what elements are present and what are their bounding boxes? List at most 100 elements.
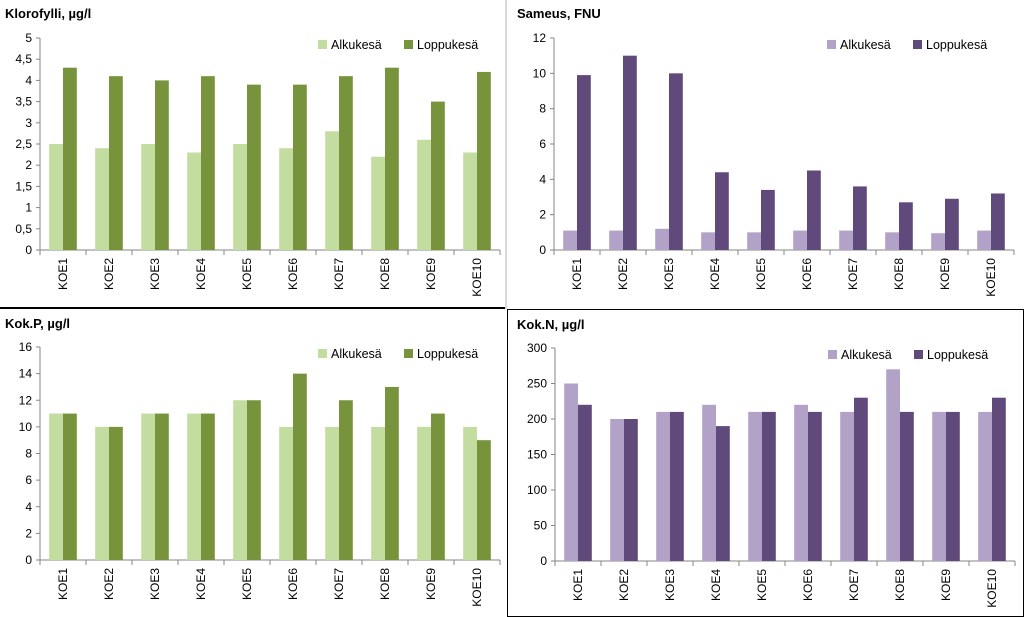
- chart-panel-klorofylli: Klorofylli, µg/l 0 0,5 1 1,5 2 2,5 3 3,5 4 4,5 5 KOE…: [0, 0, 506, 307]
- x-tick-label: KOE2: [102, 258, 116, 290]
- bar-loppukesa-koe8: [899, 202, 913, 250]
- bar-loppukesa-koe2: [109, 426, 123, 561]
- y-tick-label: 12: [19, 393, 33, 407]
- y-tick-label: 5: [25, 31, 32, 45]
- bar-loppukesa-koe1: [578, 404, 592, 561]
- y-tick-label: 8: [25, 447, 32, 461]
- y-tick-label: 150: [527, 448, 547, 462]
- bar-loppukesa-koe9: [431, 101, 445, 250]
- x-tick-label: KOE4: [194, 568, 208, 600]
- bar-loppukesa-koe9: [431, 413, 445, 560]
- bar-alkukesa-koe9: [932, 411, 946, 561]
- bar-alkukesa-koe6: [279, 426, 293, 561]
- y-tick-label: 10: [19, 420, 33, 434]
- legend-label-loppukesa: Loppukesä: [417, 38, 478, 52]
- klorofylli-chart: Klorofylli, µg/l 0 0,5 1 1,5 2 2,5 3 3,5 4 4,5 5 KOE…: [5, 6, 501, 297]
- x-tick-label: KOE1: [571, 569, 585, 601]
- chart-title: Klorofylli, µg/l: [5, 6, 91, 21]
- x-tick-label: KOE6: [286, 568, 300, 600]
- y-tick-label: 2: [539, 208, 546, 222]
- bar-alkukesa-koe1: [49, 413, 63, 560]
- bar-loppukesa-koe4: [716, 426, 730, 561]
- x-tick-label: KOE5: [240, 258, 254, 290]
- bar-alkukesa-koe6: [793, 230, 807, 250]
- x-tick-label: KOE4: [194, 258, 208, 290]
- bar-loppukesa-koe3: [669, 73, 683, 250]
- x-tick-label: KOE3: [148, 568, 162, 600]
- bar-alkukesa-koe7: [840, 411, 854, 561]
- y-tick-label: 3,5: [15, 95, 32, 109]
- bar-loppukesa-koe6: [293, 373, 307, 561]
- x-tick-label: KOE4: [708, 258, 722, 290]
- y-tick-label: 4: [25, 73, 32, 87]
- bar-alkukesa-koe10: [978, 411, 992, 561]
- x-tick-label: KOE9: [938, 258, 952, 290]
- bar-loppukesa-koe7: [339, 400, 353, 560]
- bar-loppukesa-koe6: [807, 170, 821, 250]
- bar-loppukesa-koe4: [715, 172, 729, 250]
- bar-alkukesa-koe7: [325, 426, 339, 561]
- bar-alkukesa-koe7: [325, 131, 339, 250]
- legend-swatch-alkukesa: [318, 349, 327, 358]
- x-tick-label: KOE2: [617, 569, 631, 601]
- x-tick-label: KOE6: [286, 258, 300, 290]
- legend-swatch-loppukesa: [404, 40, 413, 49]
- y-tick-label: 2: [25, 158, 32, 172]
- kok-p-chart: Kok.P, µg/l 0 2 4 6 8 10 12 14 16 KOE1 KOE2 KOE3 KOE4…: [5, 316, 501, 607]
- bar-alkukesa-koe4: [187, 413, 201, 560]
- chart-title: Sameus, FNU: [517, 6, 601, 21]
- bar-loppukesa-koe9: [946, 411, 960, 561]
- bar-loppukesa-koe8: [900, 411, 914, 561]
- chart-panel-kok-n: Kok.N, µg/l 0 50 100 150 200 250 300 KOE1 KOE2 KOE…: [507, 309, 1024, 617]
- x-tick-label: KOE9: [939, 569, 953, 601]
- bar-loppukesa-koe1: [63, 413, 77, 560]
- y-tick-label: 10: [533, 66, 547, 80]
- bar-loppukesa-koe8: [385, 386, 399, 560]
- y-tick-label: 250: [527, 377, 547, 391]
- y-tick-label: 200: [527, 412, 547, 426]
- bar-loppukesa-koe3: [155, 80, 169, 251]
- bar-loppukesa-koe2: [109, 76, 123, 250]
- bar-alkukesa-koe1: [49, 144, 63, 250]
- bar-alkukesa-koe4: [701, 232, 715, 250]
- x-tick-label: KOE3: [148, 258, 162, 290]
- bar-alkukesa-koe9: [931, 233, 945, 250]
- bar-loppukesa-koe10: [477, 440, 491, 560]
- sameus-chart: Sameus, FNU 0 2 4 6 8 10 12 KOE1 KOE2 KOE3 KOE4 KOE5…: [517, 6, 1015, 297]
- bar-alkukesa-koe5: [233, 144, 247, 250]
- x-tick-label: KOE1: [570, 258, 584, 290]
- bar-loppukesa-koe10: [992, 397, 1006, 561]
- y-tick-label: 4: [539, 172, 546, 186]
- bar-alkukesa-koe10: [977, 230, 991, 250]
- y-tick-label: 0: [25, 553, 32, 567]
- x-tick-label: KOE1: [56, 258, 70, 290]
- x-tick-label: KOE8: [892, 258, 906, 290]
- y-tick-label: 4: [25, 500, 32, 514]
- bar-alkukesa-koe4: [702, 404, 716, 561]
- legend-swatch-alkukesa: [318, 40, 327, 49]
- y-tick-label: 50: [534, 519, 548, 533]
- bar-loppukesa-koe3: [670, 411, 684, 561]
- legend-label-alkukesa: Alkukesä: [841, 348, 892, 362]
- x-tick-label: KOE6: [800, 258, 814, 290]
- bar-alkukesa-koe4: [187, 152, 201, 250]
- bar-loppukesa-koe10: [991, 193, 1005, 250]
- chart-title: Kok.N, µg/l: [517, 317, 584, 332]
- chart-panel-sameus: Sameus, FNU 0 2 4 6 8 10 12 KOE1 KOE2 KOE3 KOE4 KOE5…: [507, 0, 1024, 307]
- x-tick-label: KOE7: [846, 258, 860, 290]
- bar-alkukesa-koe2: [95, 148, 109, 250]
- bar-loppukesa-koe6: [808, 411, 822, 561]
- bar-alkukesa-koe3: [141, 144, 155, 250]
- bar-alkukesa-koe8: [885, 232, 899, 250]
- legend-swatch-alkukesa: [827, 40, 836, 49]
- x-tick-label: KOE10: [984, 258, 998, 297]
- y-tick-label: 6: [539, 137, 546, 151]
- x-tick-label: KOE9: [424, 258, 438, 290]
- bar-loppukesa-koe4: [201, 76, 215, 250]
- x-tick-label: KOE5: [755, 569, 769, 601]
- x-tick-label: KOE8: [378, 258, 392, 290]
- bar-loppukesa-koe5: [247, 84, 261, 250]
- bar-loppukesa-koe5: [761, 189, 775, 250]
- bar-alkukesa-koe10: [463, 152, 477, 250]
- bar-loppukesa-koe7: [339, 76, 353, 250]
